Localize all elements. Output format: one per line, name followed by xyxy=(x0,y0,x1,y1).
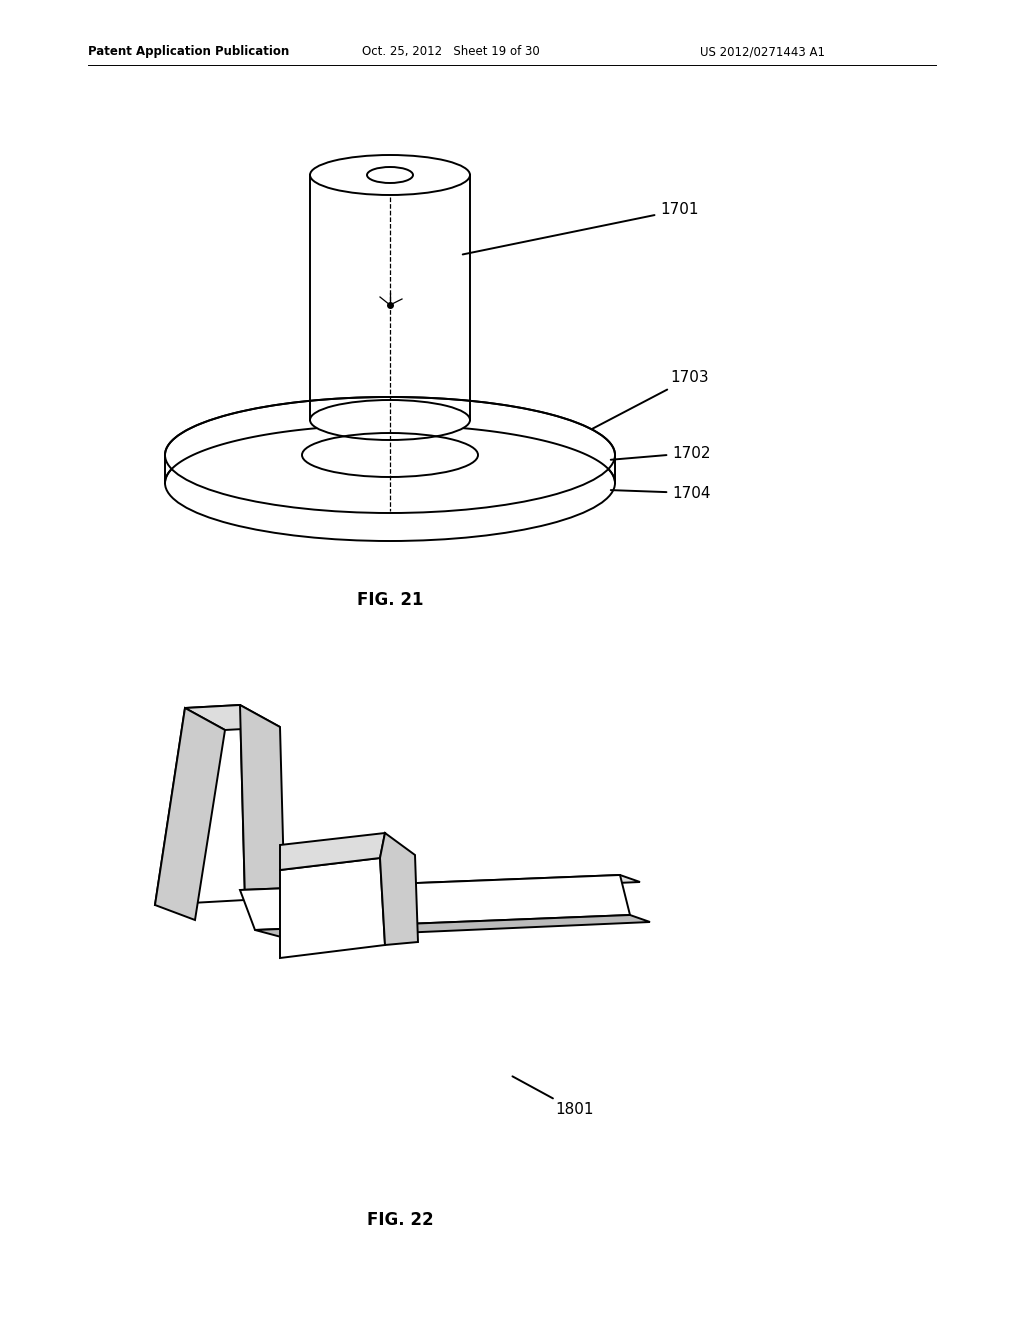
Text: 1701: 1701 xyxy=(463,202,698,255)
Text: 1704: 1704 xyxy=(610,486,711,500)
Polygon shape xyxy=(255,915,650,939)
Polygon shape xyxy=(280,858,385,958)
Polygon shape xyxy=(185,705,280,730)
Polygon shape xyxy=(155,708,225,920)
Text: 1801: 1801 xyxy=(512,1076,594,1118)
Polygon shape xyxy=(380,833,418,945)
Ellipse shape xyxy=(165,397,615,513)
Ellipse shape xyxy=(310,154,470,195)
Ellipse shape xyxy=(310,400,470,440)
Text: Oct. 25, 2012   Sheet 19 of 30: Oct. 25, 2012 Sheet 19 of 30 xyxy=(362,45,540,58)
Text: FIG. 21: FIG. 21 xyxy=(356,591,423,609)
Polygon shape xyxy=(240,875,640,898)
Polygon shape xyxy=(155,705,245,906)
Ellipse shape xyxy=(165,425,615,541)
Polygon shape xyxy=(280,833,385,870)
Text: 1702: 1702 xyxy=(610,446,711,461)
Text: 1703: 1703 xyxy=(593,371,709,429)
Text: US 2012/0271443 A1: US 2012/0271443 A1 xyxy=(700,45,825,58)
Polygon shape xyxy=(240,705,285,915)
Text: FIG. 22: FIG. 22 xyxy=(367,1210,433,1229)
Text: Patent Application Publication: Patent Application Publication xyxy=(88,45,289,58)
Polygon shape xyxy=(240,875,630,931)
